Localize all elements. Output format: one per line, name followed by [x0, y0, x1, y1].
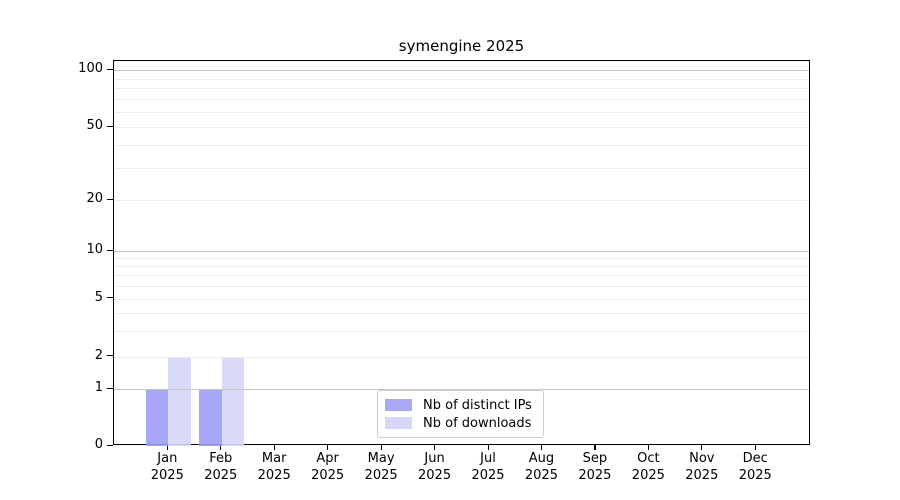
- x-axis-tick-label-nov: Nov 2025: [670, 451, 734, 484]
- x-axis-tick-jan: [166, 445, 168, 450]
- gridline-major-100: [114, 70, 809, 71]
- gridline-minor-80: [114, 88, 809, 90]
- y-axis-tick-label-2: 2: [94, 347, 103, 363]
- year-label: 2025: [524, 467, 558, 483]
- y-axis-tick-label-50: 50: [86, 118, 103, 134]
- y-axis-tick-100: [107, 68, 113, 70]
- year-label: 2025: [150, 467, 184, 483]
- x-axis-tick-mar: [273, 445, 275, 450]
- x-axis-tick-label-jul: Jul 2025: [456, 451, 520, 484]
- gridline-minor-3: [114, 330, 809, 332]
- year-label: 2025: [418, 467, 452, 483]
- bar-distinct-ips-jan: [146, 389, 169, 446]
- gridline-minor-30: [114, 167, 809, 169]
- legend-swatch-downloads: [385, 417, 412, 429]
- year-label: 2025: [471, 467, 505, 483]
- y-axis-tick-label-5: 5: [94, 289, 103, 305]
- gridline-minor-20: [114, 200, 809, 201]
- x-axis-tick-label-may: May 2025: [349, 451, 413, 484]
- gridline-minor-5: [114, 298, 809, 300]
- year-label: 2025: [578, 467, 612, 483]
- gridline-minor-70: [114, 99, 809, 101]
- x-axis-tick-apr: [327, 445, 329, 450]
- plot-area: [113, 60, 810, 446]
- x-axis-tick-may: [380, 445, 382, 450]
- gridline-minor-6: [114, 286, 809, 287]
- x-axis-tick-label-jun: Jun 2025: [403, 451, 467, 484]
- x-axis-tick-label-apr: Apr 2025: [296, 451, 360, 484]
- y-axis-tick-5: [107, 297, 113, 299]
- gridline-minor-8: [114, 266, 809, 268]
- gridline-minor-7: [114, 275, 809, 277]
- gridline-minor-50: [114, 127, 809, 129]
- x-axis-tick-label-oct: Oct 2025: [616, 451, 680, 484]
- year-label: 2025: [738, 467, 772, 483]
- x-axis-tick-aug: [540, 445, 543, 450]
- x-axis-tick-feb: [220, 445, 222, 450]
- month-label: Oct: [637, 451, 660, 466]
- y-axis-tick-label-20: 20: [86, 191, 103, 206]
- legend-label-distinct-ips: Nb of distinct IPs: [423, 397, 532, 413]
- x-axis-tick-label-aug: Aug 2025: [509, 451, 573, 484]
- bar-downloads-jan: [168, 356, 191, 446]
- y-axis-tick-label-0: 0: [94, 437, 103, 452]
- month-label: Jul: [480, 451, 496, 466]
- x-axis-tick-jul: [487, 445, 489, 450]
- gridline-minor-40: [114, 145, 809, 146]
- x-axis-tick-nov: [701, 445, 703, 450]
- y-axis-tick-label-10: 10: [86, 242, 103, 257]
- x-axis-tick-jun: [434, 445, 436, 450]
- month-label: Jan: [157, 451, 178, 466]
- bar-distinct-ips-feb: [199, 389, 222, 446]
- legend-item-downloads: Nb of downloads: [385, 416, 543, 431]
- x-axis-tick-oct: [647, 445, 650, 450]
- x-axis-tick-label-feb: Feb 2025: [189, 451, 253, 484]
- year-label: 2025: [364, 467, 398, 483]
- legend-swatch-distinct-ips: [385, 399, 412, 411]
- year-label: 2025: [311, 467, 345, 483]
- gridline-minor-60: [114, 112, 809, 114]
- y-axis-tick-10: [107, 249, 113, 251]
- gridline-minor-2: [114, 356, 809, 358]
- gridline-minor-90: [114, 78, 809, 80]
- y-axis-tick-50: [107, 125, 113, 127]
- year-label: 2025: [204, 467, 238, 483]
- gridline-minor-9: [114, 258, 809, 260]
- gridline-major-10: [114, 251, 809, 252]
- y-axis-tick-label-100: 100: [78, 61, 103, 76]
- year-label: 2025: [685, 467, 719, 483]
- year-label: 2025: [257, 467, 291, 483]
- legend-label-downloads: Nb of downloads: [423, 415, 532, 431]
- year-label: 2025: [631, 467, 665, 483]
- y-axis-tick-20: [107, 198, 113, 200]
- month-label: Sep: [582, 451, 608, 466]
- x-axis-tick-label-jan: Jan 2025: [135, 451, 199, 484]
- legend-item-distinct-ips: Nb of distinct IPs: [385, 398, 543, 413]
- x-axis-tick-sep: [594, 445, 596, 450]
- month-label: Dec: [742, 451, 768, 466]
- y-axis-tick-label-1: 1: [94, 380, 103, 396]
- y-axis-tick-1: [107, 387, 113, 389]
- x-axis-tick-label-sep: Sep 2025: [563, 451, 627, 484]
- y-axis-tick-2: [107, 355, 113, 357]
- x-axis-tick-dec: [754, 445, 756, 450]
- x-axis-tick-label-dec: Dec 2025: [723, 451, 787, 484]
- chart-title: symengine 2025: [398, 37, 525, 55]
- month-label: Mar: [261, 451, 287, 466]
- month-label: Nov: [689, 451, 715, 466]
- month-label: Aug: [528, 451, 555, 466]
- legend: Nb of distinct IPs Nb of downloads: [377, 390, 544, 438]
- y-axis-tick-0: [107, 444, 113, 446]
- gridline-minor-4: [114, 312, 809, 314]
- x-axis-tick-label-mar: Mar 2025: [242, 451, 306, 484]
- bar-downloads-feb: [221, 356, 245, 446]
- month-label: Feb: [209, 451, 233, 466]
- month-label: Apr: [316, 451, 339, 466]
- month-label: Jun: [424, 451, 445, 466]
- month-label: May: [367, 451, 395, 466]
